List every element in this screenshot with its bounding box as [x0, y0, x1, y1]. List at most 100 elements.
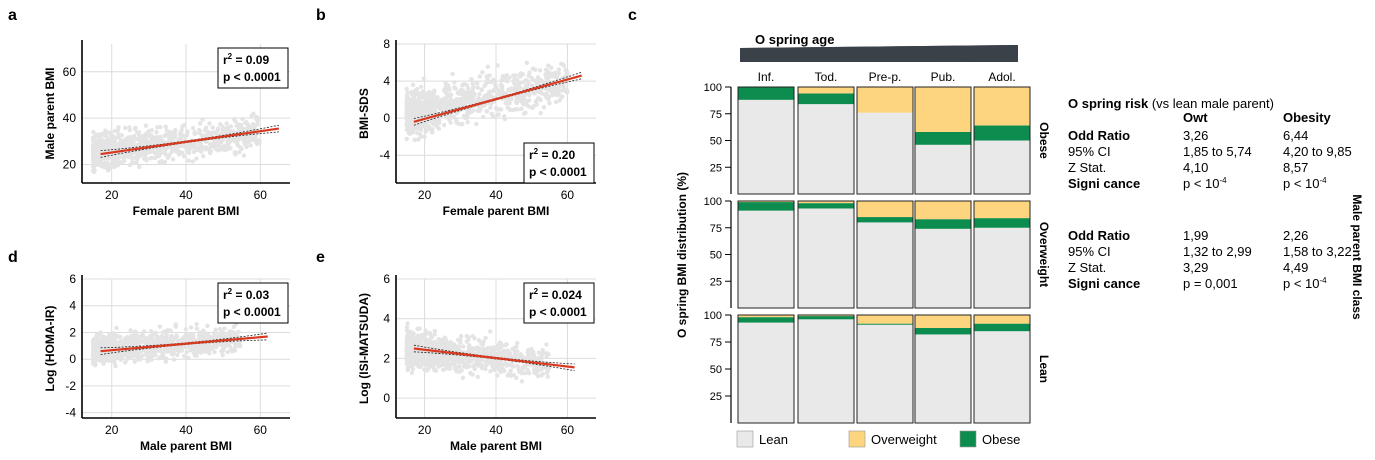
scatter-point [138, 348, 143, 354]
bar-frame [914, 200, 972, 309]
bar-obese [857, 217, 913, 223]
scatter-point [163, 152, 169, 157]
y-tick-label: 75 [710, 109, 722, 121]
scatter-point [232, 345, 238, 351]
scatter-point [151, 138, 156, 143]
stats-box [217, 282, 289, 324]
scatter-point [454, 97, 459, 103]
x-tick-label: 60 [254, 423, 268, 437]
row-label: 95% CI [1068, 244, 1111, 259]
scatter-point [144, 131, 149, 136]
x-tick-label: 40 [179, 423, 193, 437]
scatter-point [173, 322, 179, 327]
scatter-point [535, 89, 541, 94]
scatter-point [458, 333, 464, 339]
row-label: Obese [1037, 122, 1051, 159]
scatter-point [421, 76, 427, 81]
x-tick-label: 20 [105, 423, 119, 437]
scatter-point [495, 63, 500, 68]
scatter-point [153, 352, 158, 358]
scatter-point [533, 99, 539, 104]
y-tick-label: 100 [704, 196, 722, 208]
y-tick-label: 0 [69, 352, 76, 366]
scatter-point [244, 144, 249, 150]
scatter-point [128, 154, 133, 159]
scatter-point [482, 83, 487, 89]
y-tick-label: 50 [710, 136, 722, 148]
legend-label: Obese [982, 432, 1020, 447]
scatter-point [409, 370, 415, 376]
scatter-point [457, 364, 462, 369]
bar-overweight [915, 201, 971, 220]
bar-overweight [798, 87, 854, 94]
scatter-point [208, 130, 213, 136]
owt-value: 1,85 to 5,74 [1183, 144, 1252, 159]
scatter-point [149, 357, 154, 362]
scatter-point [488, 105, 493, 110]
scatter-point [426, 363, 432, 369]
scatter-point [430, 346, 436, 351]
scatter-point [464, 339, 470, 344]
age-wedge-tip [740, 45, 1018, 62]
scatter-point [489, 94, 495, 99]
scatter-point [538, 97, 543, 103]
row-label: Odd Ratio [1068, 228, 1130, 243]
bar-obese [738, 317, 794, 323]
scatter-point [462, 115, 468, 121]
y-axis-label: Log (HOMA-IR) [43, 306, 57, 392]
scatter-point [422, 358, 427, 364]
fit-line [100, 127, 280, 156]
scatter-point [90, 135, 96, 140]
scatter-point [164, 146, 169, 151]
bar-lean [915, 334, 971, 423]
scatter-point [140, 152, 145, 157]
legend-swatch [848, 430, 866, 448]
scatter-point [460, 103, 465, 108]
scatter-point [428, 340, 433, 345]
scatter-point [220, 353, 225, 358]
scatter-point [125, 335, 130, 340]
scatter-point [556, 92, 561, 97]
scatter-point [524, 60, 530, 65]
scatter-point [465, 120, 470, 125]
scatter-point [190, 159, 195, 164]
scatter-point [220, 343, 226, 348]
scatter-point [483, 359, 488, 365]
scatter-point [408, 340, 413, 346]
scatter-point [411, 91, 416, 97]
scatter-point [238, 145, 243, 150]
scatter-point [133, 137, 139, 142]
bar-frame [914, 86, 972, 195]
row-label: 95% CI [1068, 144, 1111, 159]
scatter-point [557, 98, 562, 103]
obesity-value: 8,57 [1283, 160, 1308, 175]
scatter-point [512, 346, 517, 351]
panel-letter-c: c [628, 7, 637, 24]
scatter-point [164, 132, 169, 137]
scatter-point [535, 80, 541, 86]
scatter-point [211, 130, 216, 135]
scatter-point [475, 85, 481, 90]
bar-frame [737, 86, 795, 195]
scatter-point [182, 122, 187, 128]
scatter-point [474, 121, 479, 127]
scatter-point [518, 71, 524, 76]
scatter-point [507, 97, 512, 103]
scatter-point [94, 337, 100, 342]
scatter-point [411, 96, 416, 101]
scatter-point [245, 122, 250, 127]
scatter-point [99, 163, 104, 169]
scatter-point [169, 149, 174, 155]
scatter-point [199, 336, 204, 341]
owt-value: 3,26 [1183, 128, 1208, 143]
scatter-point [220, 128, 225, 133]
scatter-point [505, 348, 510, 353]
row-label: Odd Ratio [1068, 128, 1130, 143]
p-value-label: p < 0.0001 [529, 305, 587, 319]
scatter-point [217, 138, 222, 144]
scatter-point [518, 352, 523, 357]
scatter-point [418, 338, 423, 344]
bar-lean [738, 99, 794, 194]
scatter-point [469, 89, 474, 94]
bar-obese [798, 316, 854, 320]
